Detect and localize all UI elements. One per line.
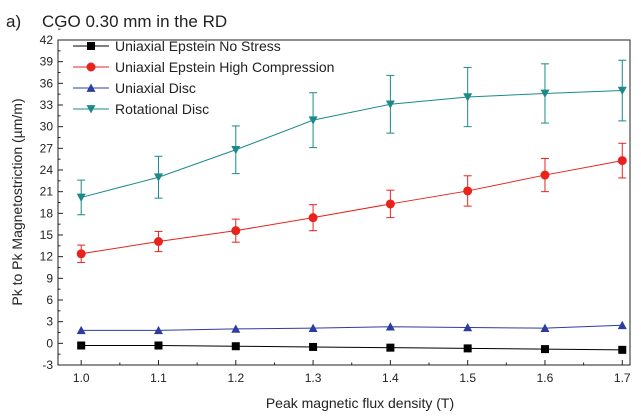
data-point [386, 343, 395, 352]
y-tick-label: 27 [40, 141, 54, 155]
data-point [540, 89, 550, 98]
panel-label: a) [6, 12, 21, 31]
data-point [153, 237, 163, 246]
legend-label: Uniaxial Epstein High Compression [115, 59, 334, 75]
chart-title: CGO 0.30 mm in the RD [42, 12, 227, 31]
legend-marker [86, 62, 96, 72]
legend-marker [87, 42, 95, 50]
data-point [308, 323, 318, 332]
x-tick-label: 1.1 [150, 371, 167, 385]
data-point [231, 226, 241, 236]
data-point [231, 342, 240, 351]
y-tick-label: 24 [40, 163, 54, 177]
data-point [463, 344, 472, 353]
x-tick-label: 1.3 [305, 371, 322, 385]
x-tick-label: 1.5 [459, 371, 476, 385]
data-point [617, 320, 627, 330]
legend-item: Uniaxial Disc [73, 80, 196, 96]
x-tick-label: 1.6 [537, 371, 554, 385]
y-tick-label: 0 [46, 336, 53, 350]
y-tick-label: 12 [40, 250, 54, 264]
data-point [617, 86, 627, 96]
y-tick-label: 30 [40, 120, 54, 134]
legend-label: Rotational Disc [115, 101, 209, 117]
data-point [540, 345, 549, 354]
data-point [617, 156, 627, 166]
series-line [81, 160, 623, 255]
data-point [76, 325, 86, 335]
series-2 [76, 142, 627, 263]
series-layer [76, 59, 627, 354]
data-point [308, 213, 318, 223]
series-1 [77, 341, 627, 354]
data-point [77, 341, 86, 350]
data-point [463, 322, 473, 332]
legend-item: Uniaxial Epstein High Compression [73, 59, 334, 75]
x-axis-label: Peak magnetic flux density (T) [266, 395, 454, 411]
y-tick-label: 33 [40, 98, 54, 112]
data-point [385, 322, 395, 331]
y-tick-label: 9 [46, 271, 53, 285]
data-point [463, 186, 473, 196]
x-axis: 1.0 1.1 1.2 1.3 1.4 1.5 1.6 1.7 [73, 360, 631, 385]
y-axis-label: Pk to Pk Magnetostriction (µm/m) [9, 98, 25, 305]
y-tick-label: 6 [46, 293, 53, 307]
y-tick-label: -3 [42, 358, 53, 372]
data-point [385, 100, 395, 109]
data-point [463, 93, 473, 102]
x-tick-label: 1.4 [382, 371, 399, 385]
series-line [81, 345, 623, 351]
series-3 [76, 320, 627, 335]
series-line [81, 324, 623, 331]
data-point [231, 145, 241, 155]
legend-marker [86, 83, 96, 92]
data-point [540, 323, 550, 332]
y-tick-label: 42 [40, 33, 54, 47]
data-point [76, 193, 86, 202]
legend-item: Rotational Disc [73, 101, 209, 117]
series-line [81, 90, 623, 198]
data-point [231, 324, 241, 333]
legend-item: Uniaxial Epstein No Stress [73, 38, 281, 54]
data-point [154, 341, 163, 350]
legend-label: Uniaxial Disc [115, 80, 196, 96]
data-point [308, 116, 318, 125]
x-tick-label: 1.7 [614, 371, 631, 385]
series-4 [76, 59, 627, 216]
data-point [153, 325, 163, 335]
y-tick-label: 3 [46, 315, 53, 329]
data-point [309, 342, 318, 351]
legend-marker [86, 105, 96, 114]
data-point [385, 199, 395, 209]
y-tick-label: 36 [40, 76, 54, 90]
data-point [540, 170, 550, 180]
x-tick-label: 1.2 [227, 371, 244, 385]
y-tick-label: 15 [40, 228, 54, 242]
x-tick-label: 1.0 [73, 371, 90, 385]
y-tick-label: 39 [40, 55, 54, 69]
y-tick-label: 21 [40, 185, 54, 199]
data-point [153, 173, 163, 182]
legend-label: Uniaxial Epstein No Stress [115, 38, 281, 54]
data-point [76, 249, 86, 259]
y-tick-label: 18 [40, 206, 54, 220]
data-point [618, 345, 627, 354]
legend: Uniaxial Epstein No Stress Uniaxial Epste… [73, 38, 334, 117]
